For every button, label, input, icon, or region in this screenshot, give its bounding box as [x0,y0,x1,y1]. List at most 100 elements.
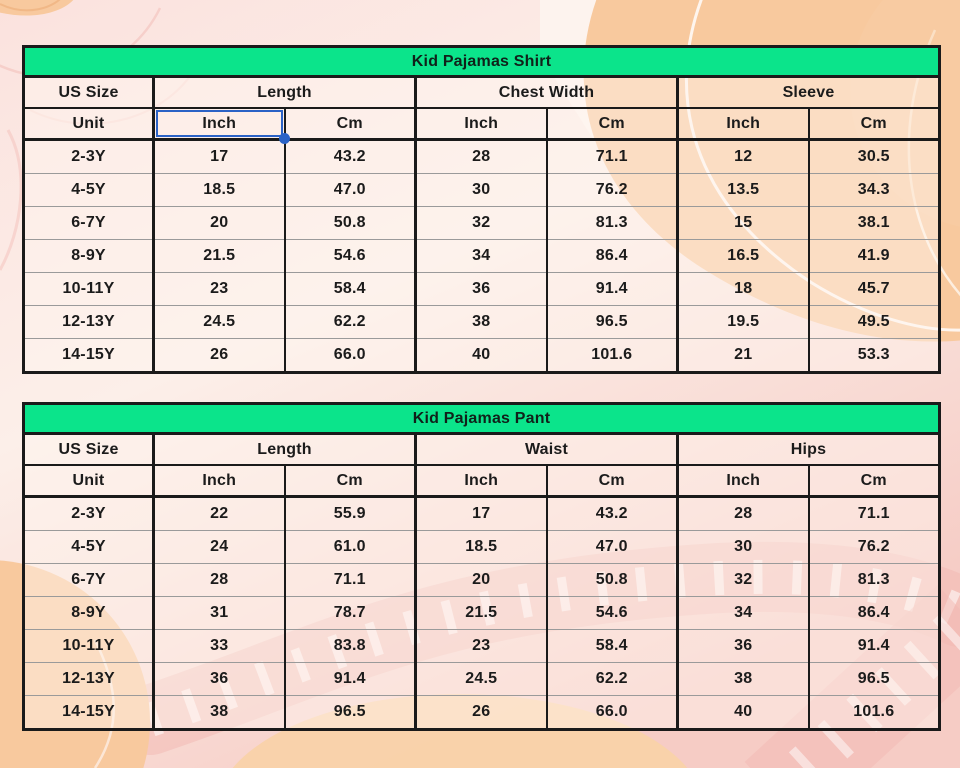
table-row: 4-5Y 18.5 47.0 30 76.2 13.5 34.3 [23,173,940,207]
unit-header-chest-inch: Inch [414,108,547,141]
value-cell: 13.5 [676,173,809,207]
value-cell: 53.3 [807,338,940,373]
table-row: 8-9Y 31 78.7 21.5 54.6 34 86.4 [23,596,940,630]
value-cell: 19.5 [676,305,809,339]
value-cell: 12 [676,139,809,174]
table-row: 10-11Y 23 58.4 36 91.4 18 45.7 [23,272,940,306]
unit-label: Unit [23,108,154,141]
us-size-cell: 6-7Y [23,563,154,597]
value-cell: 91.4 [283,662,416,696]
value-cell: 28 [152,563,285,597]
value-cell: 58.4 [283,272,416,306]
us-size-cell: 2-3Y [23,139,154,174]
value-cell: 32 [414,206,547,240]
group-header-row: US Size Length Waist Hips [23,433,940,466]
value-cell: 31 [152,596,285,630]
value-cell: 32 [676,563,809,597]
value-cell: 96.5 [283,695,416,730]
us-size-cell: 14-15Y [23,695,154,730]
value-cell: 50.8 [545,563,678,597]
us-size-cell: 10-11Y [23,629,154,663]
value-cell: 21 [676,338,809,373]
group-header-row: US Size Length Chest Width Sleeve [23,76,940,109]
value-cell: 54.6 [283,239,416,273]
value-cell: 96.5 [807,662,940,696]
table-row: 6-7Y 28 71.1 20 50.8 32 81.3 [23,563,940,597]
value-cell: 81.3 [807,563,940,597]
selection-handle-icon[interactable] [278,133,290,144]
value-cell: 43.2 [283,139,416,174]
table-row: 4-5Y 24 61.0 18.5 47.0 30 76.2 [23,530,940,564]
us-size-cell: 6-7Y [23,206,154,240]
table-title: Kid Pajamas Shirt [23,46,940,78]
corner-header: US Size [23,433,154,466]
value-cell: 28 [414,139,547,174]
shirt-size-table: Kid Pajamas Shirt US Size Length Chest W… [22,45,942,374]
unit-label: Unit [23,465,154,498]
value-cell: 23 [414,629,547,663]
value-cell: 30 [676,530,809,564]
unit-header-length-cm: Cm [283,108,416,141]
table-row: 12-13Y 36 91.4 24.5 62.2 38 96.5 [23,662,940,696]
value-cell: 40 [414,338,547,373]
corner-header: US Size [23,76,154,109]
value-cell: 66.0 [283,338,416,373]
unit-header-hips-inch: Inch [676,465,809,498]
value-cell: 34.3 [807,173,940,207]
group-header-hips: Hips [675,433,940,466]
value-cell: 47.0 [283,173,416,207]
table-row: 14-15Y 26 66.0 40 101.6 21 53.3 [23,338,940,373]
value-cell: 91.4 [807,629,940,663]
table-row: 2-3Y 22 55.9 17 43.2 28 71.1 [23,496,940,531]
group-header-length: Length [152,76,416,109]
unit-header-label: Inch [202,114,237,132]
table-row: 10-11Y 33 83.8 23 58.4 36 91.4 [23,629,940,663]
value-cell: 18.5 [414,530,547,564]
value-cell: 20 [414,563,547,597]
unit-header-waist-cm: Cm [545,465,678,498]
value-cell: 38 [414,305,547,339]
table-row: 12-13Y 24.5 62.2 38 96.5 19.5 49.5 [23,305,940,339]
value-cell: 50.8 [283,206,416,240]
value-cell: 81.3 [545,206,678,240]
unit-header-row: Unit Inch Cm Inch Cm Inch Cm [23,108,940,144]
value-cell: 62.2 [283,305,416,339]
value-cell: 36 [152,662,285,696]
value-cell: 38 [676,662,809,696]
value-cell: 34 [414,239,547,273]
value-cell: 45.7 [807,272,940,306]
value-cell: 91.4 [545,272,678,306]
value-cell: 28 [676,496,809,531]
value-cell: 38.1 [807,206,940,240]
value-cell: 49.5 [807,305,940,339]
us-size-cell: 4-5Y [23,530,154,564]
unit-header-chest-cm: Cm [545,108,678,141]
value-cell: 101.6 [545,338,678,373]
unit-header-sleeve-cm: Cm [807,108,940,141]
value-cell: 41.9 [807,239,940,273]
value-cell: 43.2 [545,496,678,531]
value-cell: 83.8 [283,629,416,663]
unit-header-row: Unit Inch Cm Inch Cm Inch Cm [23,465,940,498]
unit-header-sleeve-inch: Inch [676,108,809,141]
table-row: 8-9Y 21.5 54.6 34 86.4 16.5 41.9 [23,239,940,273]
group-header-sleeve: Sleeve [675,76,940,109]
value-cell: 86.4 [807,596,940,630]
value-cell: 17 [152,139,285,174]
pant-table-content: Kid Pajamas Pant US Size Length Waist Hi… [23,403,940,498]
title-row: Kid Pajamas Shirt [23,46,940,78]
value-cell: 30.5 [807,139,940,174]
pant-size-table: Kid Pajamas Pant US Size Length Waist Hi… [22,402,942,731]
value-cell: 17 [414,496,547,531]
unit-header-length-inch: Inch [152,108,290,144]
value-cell: 62.2 [545,662,678,696]
value-cell: 24.5 [414,662,547,696]
us-size-cell: 10-11Y [23,272,154,306]
title-row: Kid Pajamas Pant [23,403,940,435]
unit-header-hips-cm: Cm [807,465,940,498]
table-row: 14-15Y 38 96.5 26 66.0 40 101.6 [23,695,940,730]
value-cell: 54.6 [545,596,678,630]
selection-box[interactable] [156,110,283,137]
group-header-length: Length [152,433,416,466]
value-cell: 71.1 [283,563,416,597]
